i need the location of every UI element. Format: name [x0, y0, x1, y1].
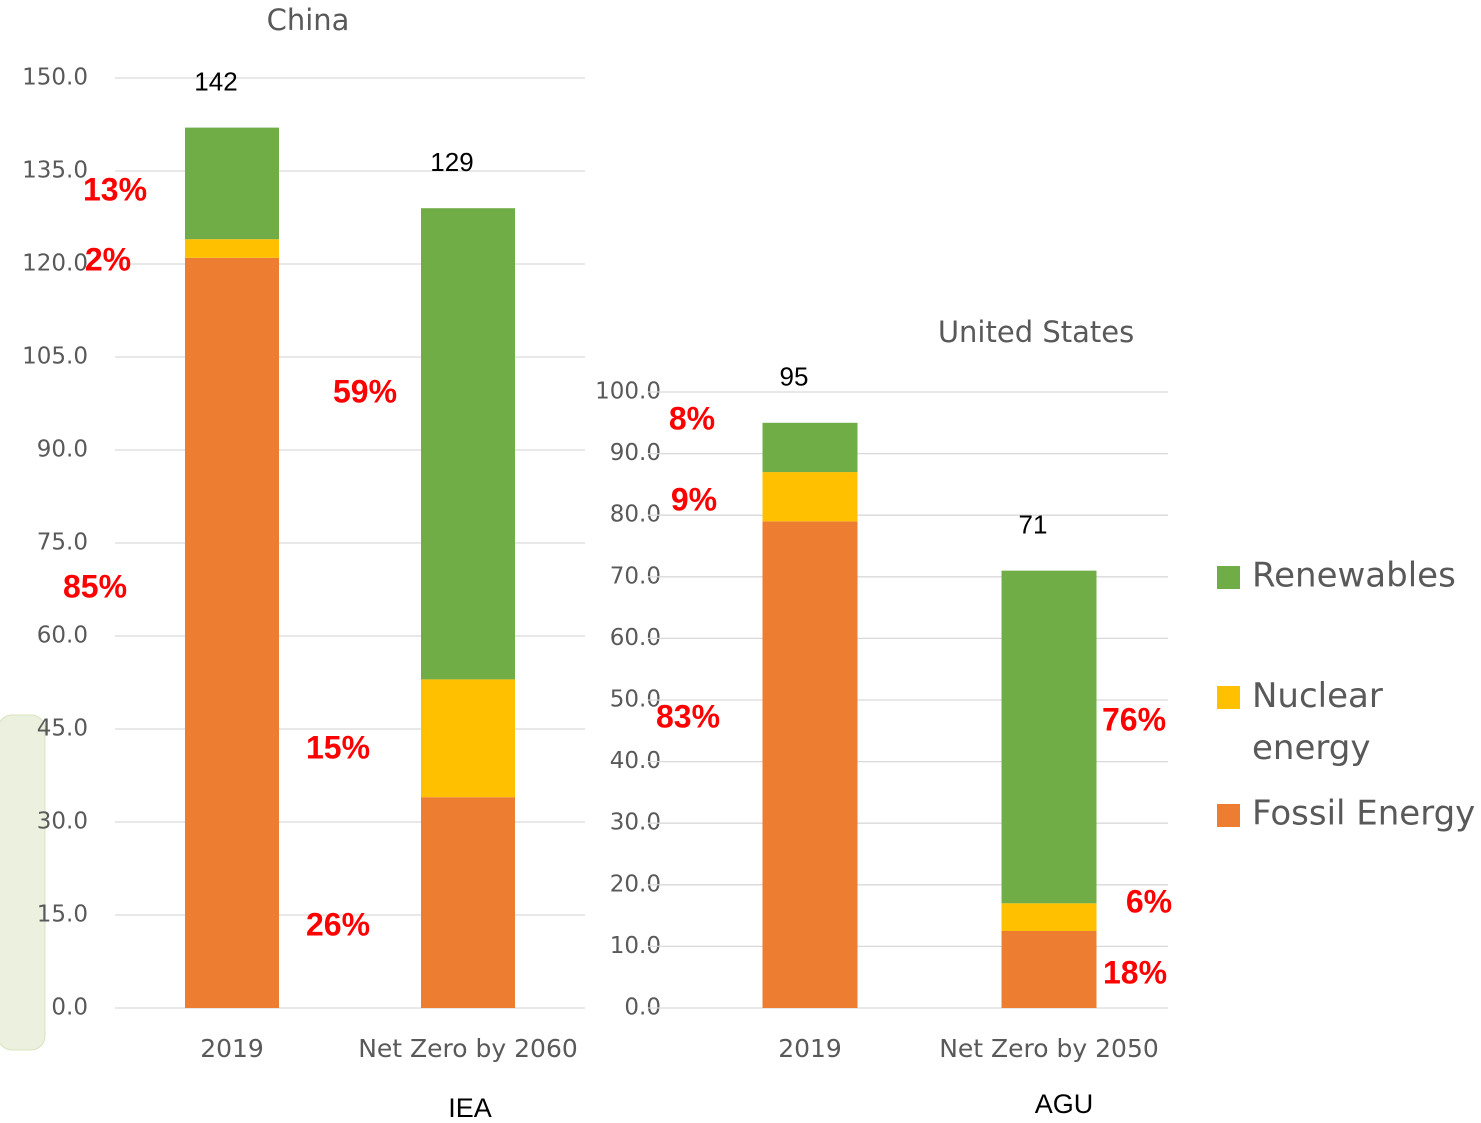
x-tick-label: 2019: [778, 1034, 842, 1063]
x-tick-label: 2019: [200, 1034, 264, 1063]
y-tick-label: 75.0: [37, 530, 88, 556]
share-label: 6%: [1126, 883, 1172, 919]
side-box: [0, 714, 46, 1051]
share-label: 2%: [85, 241, 131, 277]
bar-segment: [185, 239, 279, 258]
y-tick-label: 120.0: [22, 251, 88, 277]
share-label: 13%: [83, 171, 147, 207]
caption: AGU: [1035, 1089, 1094, 1119]
y-tick-label: 105.0: [22, 344, 88, 370]
y-tick-label: 0.0: [51, 995, 88, 1021]
share-label: 85%: [63, 568, 127, 604]
bar-segment: [1001, 570, 1097, 904]
share-label: 15%: [306, 729, 370, 765]
y-tick-label: 60.0: [37, 623, 88, 649]
bar-segment: [185, 257, 279, 1008]
legend-swatch: [1217, 566, 1240, 589]
legend-label: Nuclear energy: [1252, 676, 1383, 768]
total-label: 95: [780, 362, 809, 392]
bar-segment: [1001, 903, 1097, 931]
bar-segment: [1001, 931, 1097, 1008]
legend-swatch: [1217, 804, 1240, 827]
total-label: 142: [194, 66, 237, 96]
bar-segment: [762, 521, 858, 1008]
y-tick-label: 30.0: [37, 809, 88, 835]
share-label: 18%: [1103, 954, 1167, 990]
y-tick-label: 135.0: [22, 158, 88, 184]
legend-swatch: [1217, 686, 1240, 709]
x-tick-label: Net Zero by 2060: [358, 1034, 578, 1063]
bar-segment: [421, 679, 515, 798]
y-tick-label: 150.0: [22, 65, 88, 91]
chart-title: United States: [938, 315, 1134, 349]
bar-segment: [762, 472, 858, 522]
caption: IEA: [448, 1093, 492, 1123]
bar-segment: [762, 422, 858, 473]
share-label: 83%: [656, 698, 720, 734]
bar-segment: [421, 208, 515, 680]
share-label: 59%: [333, 373, 397, 409]
share-label: 8%: [669, 400, 715, 436]
share-label: 9%: [671, 481, 717, 517]
y-tick-label: 15.0: [37, 902, 88, 928]
total-label: 71: [1019, 510, 1048, 540]
legend-label: Fossil Energy: [1252, 794, 1475, 834]
chart-title: China: [267, 3, 350, 37]
bar-segment: [421, 797, 515, 1008]
x-tick-label: Net Zero by 2050: [939, 1034, 1159, 1063]
legend-label: Renewables: [1252, 556, 1456, 596]
y-tick-label: 90.0: [37, 437, 88, 463]
y-tick-label: 45.0: [37, 716, 88, 742]
total-label: 129: [430, 147, 473, 177]
share-label: 26%: [306, 906, 370, 942]
share-label: 76%: [1102, 701, 1166, 737]
bar-segment: [185, 127, 279, 240]
